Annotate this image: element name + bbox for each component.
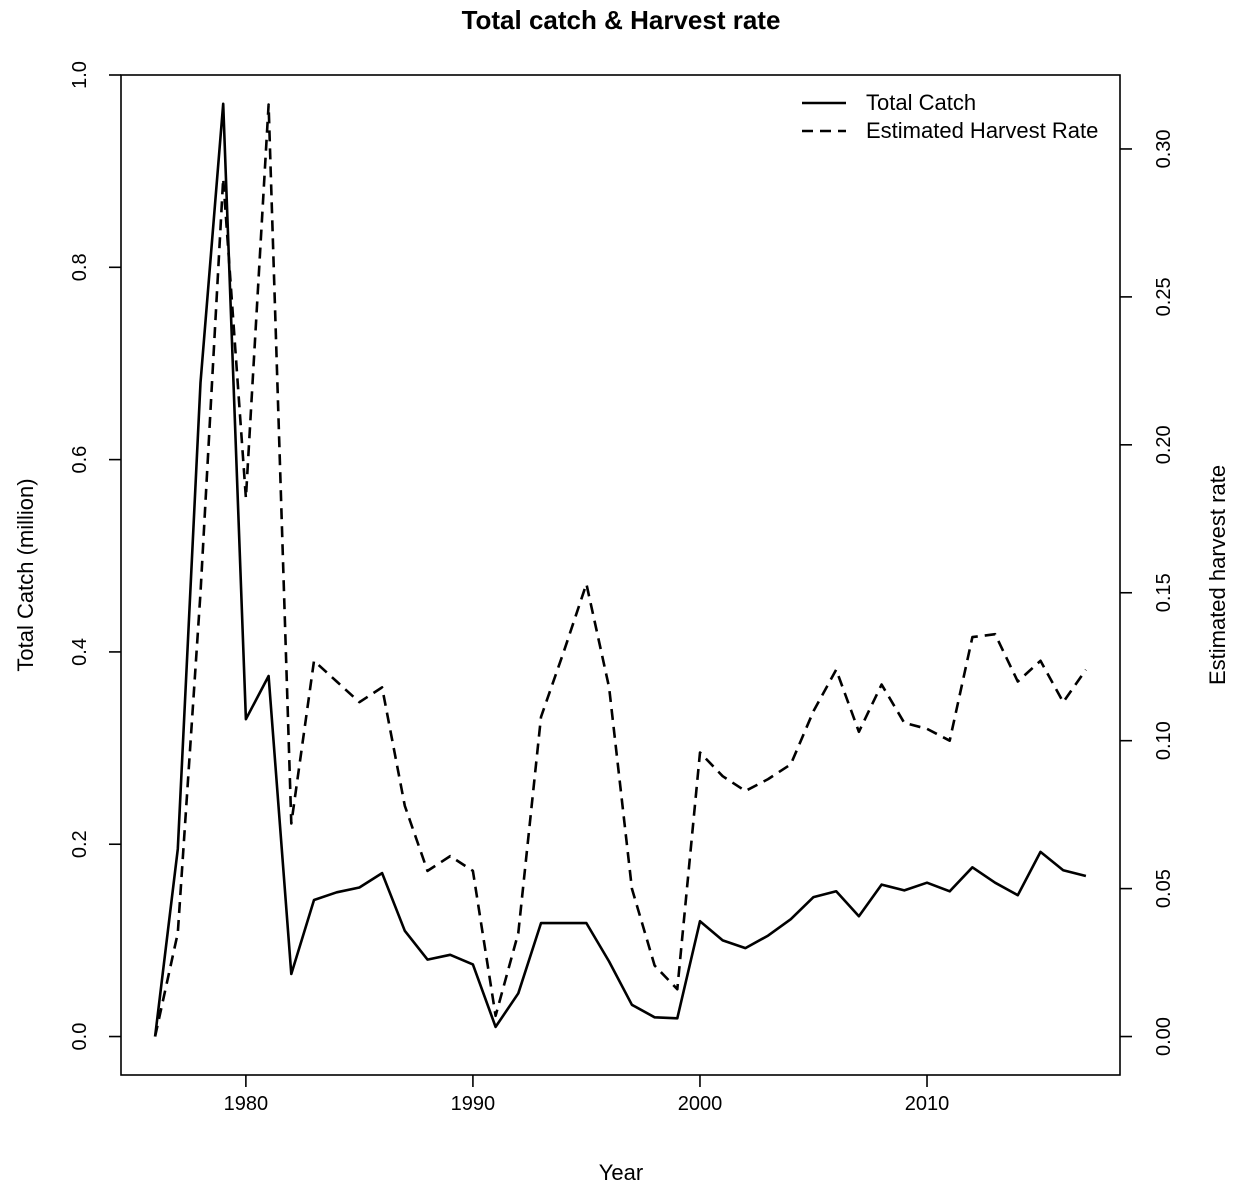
y-right-tick-label: 0.20 (1153, 425, 1175, 464)
x-tick-label: 1990 (451, 1093, 496, 1115)
y-axis-right-label: Estimated harvest rate (1205, 465, 1230, 685)
y-left-tick-label: 0.6 (69, 446, 91, 474)
y-right-tick-label: 0.05 (1153, 869, 1175, 908)
y-right-tick-label: 0.25 (1153, 277, 1175, 316)
legend-label-harvest-rate: Estimated Harvest Rate (866, 118, 1098, 143)
y-left-tick-label: 0.0 (69, 1023, 91, 1051)
x-tick-label: 2010 (905, 1093, 950, 1115)
y-left-tick-label: 0.8 (69, 253, 91, 281)
y-right-tick-label: 0.00 (1153, 1017, 1175, 1056)
series-group (153, 102, 1087, 1037)
x-axis: 1980 1990 2000 2010 (224, 1075, 950, 1115)
series-line-harvest-rate (153, 103, 1087, 1037)
chart-title: Total catch & Harvest rate (462, 5, 781, 35)
y-left-tick-label: 1.0 (69, 61, 91, 89)
y-axis-left: 0.0 0.2 0.4 0.6 0.8 1.0 (69, 61, 121, 1050)
x-tick-label: 2000 (678, 1093, 723, 1115)
legend: Total Catch Estimated Harvest Rate (802, 90, 1098, 143)
plot-frame (120, 74, 1121, 1076)
y-left-tick-label: 0.2 (69, 830, 91, 858)
y-right-tick-label: 0.30 (1153, 129, 1175, 168)
y-left-tick-label: 0.4 (69, 638, 91, 666)
y-right-tick-label: 0.15 (1153, 573, 1175, 612)
y-right-tick-label: 0.10 (1153, 721, 1175, 760)
x-tick-label: 1980 (224, 1093, 269, 1115)
y-axis-right: 0.00 0.05 0.10 0.15 0.20 0.25 0.30 (1120, 129, 1175, 1056)
y-axis-left-label: Total Catch (million) (13, 478, 38, 671)
series-line-total-catch (153, 102, 1087, 1037)
x-axis-label: Year (599, 1160, 643, 1185)
legend-label-total-catch: Total Catch (866, 90, 976, 115)
